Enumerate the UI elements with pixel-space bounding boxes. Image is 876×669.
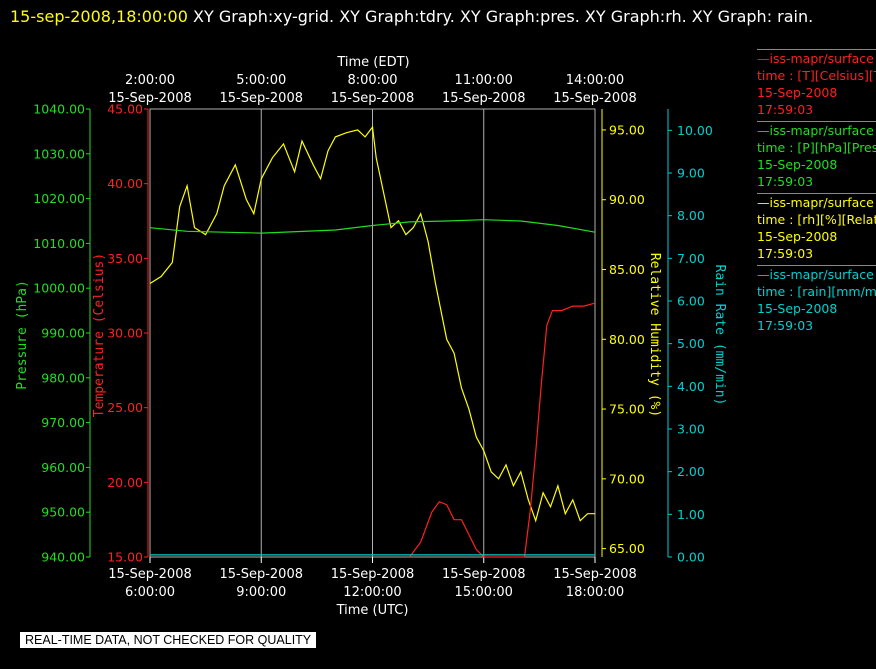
legend-time: 17:59:03 — [757, 102, 814, 117]
pressure-tick-label: 1000.00 — [33, 281, 85, 296]
top-tick-label: 11:00:00 — [455, 73, 513, 88]
legend-units: time : [T][Celsius][T — [757, 68, 876, 83]
temperature-tick-label: 20.00 — [107, 475, 143, 490]
legend-date: 15-Sep-2008 — [757, 301, 838, 316]
legend-entry: —iss-mapr/surface time : [P][hPa][Pres 15-… — [757, 121, 876, 190]
rain-tick-label: 5.00 — [677, 336, 705, 351]
pressure-axis-title: Pressure (hPa) — [15, 280, 30, 390]
humidity-tick-label: 70.00 — [609, 471, 645, 486]
legend-date: 15-Sep-2008 — [757, 85, 838, 100]
chart-header: 15-sep-2008,18:00:00 XY Graph:xy-grid. X… — [10, 4, 870, 30]
rain-axis-title: Rain Rate (mm/min) — [712, 265, 727, 406]
rain-tick-label: 4.00 — [677, 379, 705, 394]
bottom-tick-label: 18:00:00 — [566, 585, 624, 600]
pressure-tick-label: 1040.00 — [33, 102, 85, 117]
pressure-tick-label: 950.00 — [41, 505, 85, 520]
rain-tick-label: 0.00 — [677, 550, 705, 565]
rain-tick-label: 3.00 — [677, 422, 705, 437]
temperature-tick-label: 15.00 — [107, 550, 143, 565]
humidity-tick-label: 75.00 — [609, 402, 645, 417]
pressure-tick-label: 980.00 — [41, 370, 85, 385]
pressure-tick-label: 1020.00 — [33, 191, 85, 206]
top-tick-label: 8:00:00 — [347, 73, 397, 88]
pressure-tick-label: 940.00 — [41, 550, 85, 565]
top-tick-date: 15-Sep-2008 — [219, 91, 303, 106]
top-tick-label: 5:00:00 — [236, 73, 286, 88]
top-tick-date: 15-Sep-2008 — [331, 91, 415, 106]
temperature-tick-label: 35.00 — [107, 251, 143, 266]
legend-line: —iss-mapr/surface — [757, 49, 876, 67]
bottom-tick-label: 12:00:00 — [343, 585, 401, 600]
bottom-tick-date: 15-Sep-2008 — [219, 567, 303, 582]
pressure-tick-label: 1030.00 — [33, 146, 85, 161]
temperature-tick-label: 45.00 — [107, 102, 143, 117]
legend-time: 17:59:03 — [757, 246, 814, 261]
timestamp: 15-sep-2008,18:00:00 — [10, 7, 188, 26]
top-tick-date: 15-Sep-2008 — [442, 91, 526, 106]
rain-tick-label: 6.00 — [677, 294, 705, 309]
humidity-tick-label: 90.00 — [609, 192, 645, 207]
top-tick-date: 15-Sep-2008 — [553, 91, 637, 106]
humidity-tick-label: 80.00 — [609, 332, 645, 347]
humidity-series-line — [149, 125, 595, 523]
rain-tick-label: 10.00 — [677, 123, 713, 138]
rain-tick-label: 9.00 — [677, 166, 705, 181]
legend-date: 15-Sep-2008 — [757, 229, 838, 244]
legend-line: —iss-mapr/surface — [757, 121, 876, 139]
temperature-axis-title: Temperature (Celsius) — [92, 253, 107, 417]
temperature-tick-label: 25.00 — [107, 400, 143, 415]
rain-tick-label: 2.00 — [677, 464, 705, 479]
quality-banner: REAL-TIME DATA, NOT CHECKED FOR QUALITY — [20, 632, 317, 648]
legend-time: 17:59:03 — [757, 318, 814, 333]
pressure-tick-label: 1010.00 — [33, 236, 85, 251]
bottom-tick-label: 15:00:00 — [455, 585, 513, 600]
legend-entry: —iss-mapr/surface time : [T][Celsius][T 15… — [757, 49, 876, 118]
top-axis-title: Time (EDT) — [336, 55, 409, 70]
legend-date: 15-Sep-2008 — [757, 157, 838, 172]
legend-entry: —iss-mapr/surface time : [rh][%][Relati 15… — [757, 193, 876, 262]
legend-units: time : [P][hPa][Pres — [757, 140, 876, 155]
rain-tick-label: 7.00 — [677, 251, 705, 266]
legend-time: 17:59:03 — [757, 174, 814, 189]
humidity-tick-label: 95.00 — [609, 122, 645, 137]
humidity-tick-label: 85.00 — [609, 262, 645, 277]
legend-line: —iss-mapr/surface — [757, 265, 876, 283]
legend-units: time : [rh][%][Relati — [757, 212, 876, 227]
bottom-axis-title: Time (UTC) — [336, 603, 409, 618]
bottom-tick-date: 15-Sep-2008 — [553, 567, 637, 582]
pressure-series-line — [149, 219, 596, 234]
bottom-tick-date: 15-Sep-2008 — [108, 567, 192, 582]
rain-tick-label: 8.00 — [677, 208, 705, 223]
humidity-axis-title: Relative Humidity (%) — [647, 253, 662, 417]
legend-units: time : [rain][mm/min — [757, 284, 876, 299]
pressure-tick-label: 990.00 — [41, 326, 85, 341]
temperature-tick-label: 30.00 — [107, 326, 143, 341]
bottom-tick-date: 15-Sep-2008 — [331, 567, 415, 582]
top-tick-label: 14:00:00 — [566, 73, 624, 88]
temperature-series-line — [409, 302, 596, 558]
legend-line: —iss-mapr/surface — [757, 193, 876, 211]
temperature-tick-label: 40.00 — [107, 176, 143, 191]
humidity-tick-label: 65.00 — [609, 541, 645, 556]
bottom-tick-date: 15-Sep-2008 — [442, 567, 526, 582]
graph-title: XY Graph:xy-grid. XY Graph:tdry. XY Grap… — [187, 7, 814, 26]
bottom-tick-label: 6:00:00 — [125, 585, 175, 600]
pressure-tick-label: 960.00 — [41, 460, 85, 475]
bottom-tick-label: 9:00:00 — [236, 585, 286, 600]
pressure-tick-label: 970.00 — [41, 415, 85, 430]
rain-tick-label: 1.00 — [677, 507, 705, 522]
top-tick-label: 2:00:00 — [125, 73, 175, 88]
legend-entry: —iss-mapr/surface time : [rain][mm/min 15-… — [757, 265, 876, 334]
top-tick-date: 15-Sep-2008 — [108, 91, 192, 106]
